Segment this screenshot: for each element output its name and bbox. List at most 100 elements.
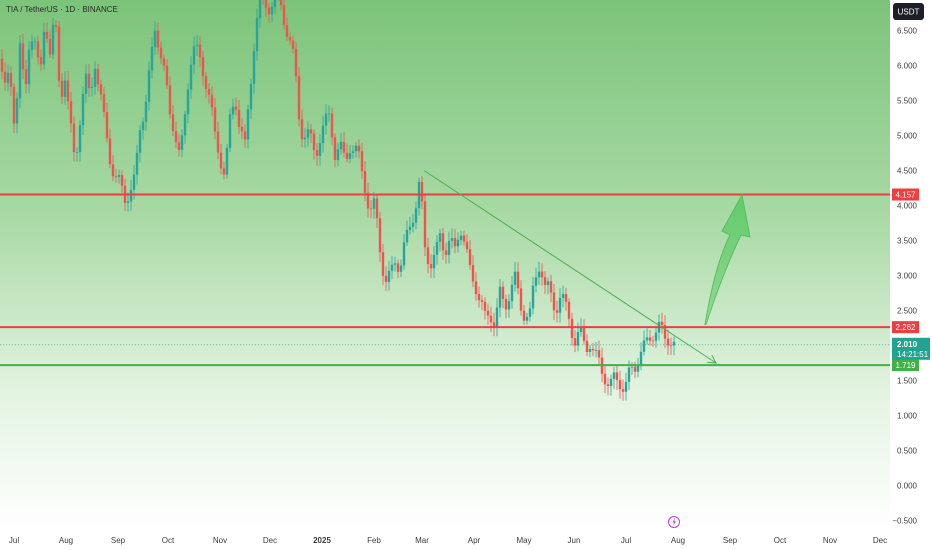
candle-body	[609, 378, 613, 386]
candle-body	[405, 230, 409, 243]
candle-body	[387, 270, 391, 283]
candle-body	[408, 226, 412, 231]
candle-body	[243, 131, 247, 140]
candle-body	[66, 80, 70, 101]
candle-body	[453, 238, 457, 247]
candle-body	[177, 142, 181, 150]
candle-body	[357, 145, 361, 152]
candle-body	[315, 150, 319, 156]
candle-body	[558, 297, 562, 313]
candle-body	[483, 301, 487, 311]
candle-body	[210, 94, 214, 108]
candle-body	[414, 208, 418, 223]
candle-body	[171, 114, 175, 132]
candle-body	[531, 285, 535, 309]
candle-body	[564, 294, 568, 302]
candle-body	[648, 337, 652, 341]
currency-label: USDT	[898, 8, 920, 17]
candle-body	[567, 301, 571, 319]
candle-body	[0, 58, 4, 72]
candle-body	[204, 76, 208, 89]
time-tick-label: Feb	[367, 536, 381, 545]
horizontal-levels	[0, 193, 890, 367]
candle-body	[126, 201, 130, 203]
candle-body	[534, 277, 538, 286]
candle-body	[234, 106, 238, 110]
candle-body	[402, 242, 406, 266]
candle-body	[51, 24, 55, 55]
candle-body	[69, 100, 73, 124]
candle-body	[471, 265, 475, 282]
candle-body	[498, 286, 502, 308]
candle-body	[441, 233, 445, 251]
price-axis[interactable]: 6.500 6.000 5.500 5.000 4.500 4.000 3.500 3.000…	[892, 27, 917, 526]
candle-series	[0, 0, 676, 401]
candle-body	[492, 322, 496, 327]
projection-arrow[interactable]	[704, 193, 751, 325]
candle-body	[96, 68, 100, 85]
price-tick-label: 6.500	[897, 27, 918, 36]
candle-body	[645, 337, 649, 341]
candle-body	[378, 218, 382, 253]
candle-body	[591, 348, 595, 351]
candle-body	[390, 264, 394, 271]
candle-body	[324, 113, 328, 126]
candle-body	[336, 149, 340, 161]
candle-body	[519, 288, 523, 311]
candle-body	[120, 174, 124, 186]
resistance-lower-badge-label: 2.262	[895, 323, 916, 332]
price-axis-background	[890, 0, 932, 530]
candle-body	[219, 152, 223, 169]
candle-body	[216, 131, 220, 153]
plot-background	[0, 0, 890, 530]
candle-body	[594, 350, 598, 351]
candle-body	[24, 69, 28, 85]
candle-body	[429, 264, 433, 269]
resistance-lower-badge	[892, 321, 919, 334]
candle-body	[228, 114, 232, 148]
candle-body	[321, 125, 325, 144]
time-tick-label: Nov	[213, 536, 227, 545]
candle-body	[540, 271, 544, 278]
candle-body	[81, 93, 85, 126]
candle-body	[456, 239, 460, 247]
candle-body	[381, 252, 385, 276]
candle-body	[546, 281, 550, 285]
price-tick-label: 2.500	[897, 307, 918, 316]
currency-button[interactable]: USDT	[893, 3, 924, 20]
current-price-label: 2.010	[897, 340, 918, 349]
candle-body	[87, 73, 91, 89]
candle-body	[384, 275, 388, 283]
candle-body	[351, 151, 355, 154]
candle-body	[669, 345, 673, 347]
candle-body	[504, 298, 508, 310]
candle-body	[642, 340, 646, 352]
descending-trendline[interactable]	[423, 170, 717, 364]
candle-body	[627, 367, 631, 382]
candle-body	[369, 208, 373, 210]
candle-body	[54, 24, 58, 27]
price-tick-label: 3.500	[897, 237, 918, 246]
candle-body	[606, 384, 610, 386]
alert-lightning-icon[interactable]	[668, 516, 680, 528]
candle-body	[225, 147, 229, 175]
candle-body	[426, 247, 430, 265]
time-axis[interactable]: Jul Aug Sep Oct Nov Dec 2025 Feb Mar Apr May Jun Jul…	[9, 536, 887, 545]
candle-body	[309, 129, 313, 134]
candle-body	[195, 44, 199, 47]
candle-body	[255, 17, 259, 52]
candle-body	[3, 71, 7, 83]
candle-body	[93, 68, 97, 87]
resistance-upper-badge-label: 4.157	[895, 191, 916, 200]
time-tick-label: Mar	[415, 536, 429, 545]
candle-body	[561, 294, 565, 298]
candle-body	[582, 327, 586, 341]
candle-body	[105, 112, 109, 139]
candle-body	[555, 310, 559, 313]
candle-body	[264, 0, 268, 8]
candle-body	[333, 137, 337, 161]
candle-body	[603, 373, 607, 385]
candle-body	[501, 286, 505, 299]
candle-body	[159, 47, 163, 59]
